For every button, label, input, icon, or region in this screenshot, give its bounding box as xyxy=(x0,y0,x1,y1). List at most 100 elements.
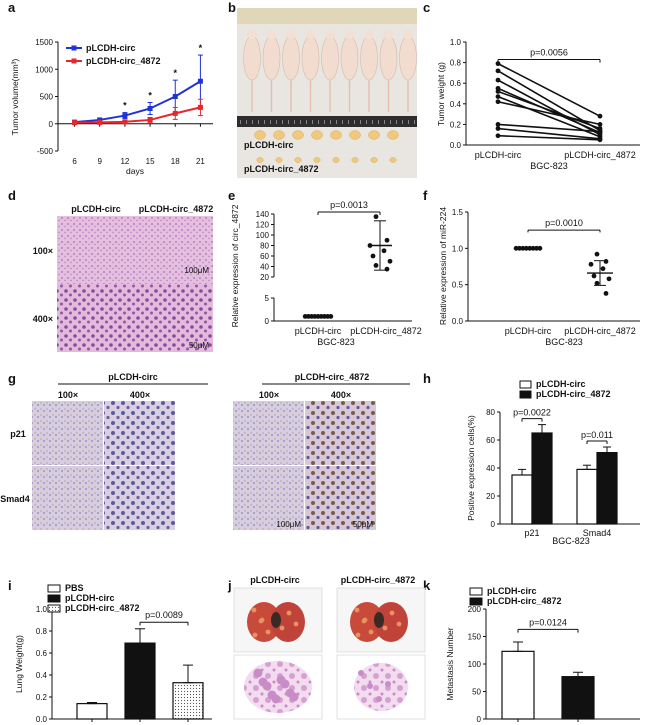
j-lung-tissue xyxy=(244,661,312,713)
j-metastasis-nodule xyxy=(293,621,299,627)
b-tumor-control xyxy=(368,130,380,140)
f-y-axis: 0.0 0.5 1.0 1.5 xyxy=(452,208,469,326)
g-ihc-image xyxy=(305,401,376,465)
panel-label-e: e xyxy=(228,188,235,203)
a-x-tick-label: 6 xyxy=(72,157,77,166)
b-top-ruler xyxy=(237,8,417,24)
g-magnification-label: 100× xyxy=(259,390,279,400)
c-point-control xyxy=(495,61,501,67)
g-group-label: pLCDH-circ_4872 xyxy=(295,372,370,382)
j-lung-tissue xyxy=(354,663,408,711)
b-mouse-body xyxy=(379,35,398,81)
a-point-1 xyxy=(97,119,103,125)
b-tumor-control xyxy=(349,130,361,140)
c-pair-line xyxy=(497,90,601,130)
k-legend-swatch xyxy=(469,597,483,606)
a-x-tick-label: 21 xyxy=(196,157,205,166)
c-y-label: Tumor weight (g) xyxy=(436,62,446,126)
j-metastasis-nodule xyxy=(389,610,395,616)
j-lung-lobe xyxy=(247,602,281,642)
a-x-tick-label: 12 xyxy=(120,157,129,166)
c-y-axis-tick-label: 0.0 xyxy=(450,141,462,150)
a-x-tick-label: 9 xyxy=(98,157,103,166)
i-legend-swatch xyxy=(47,604,61,613)
panel-label-i: i xyxy=(8,578,12,593)
j-tumor-focus xyxy=(258,677,268,687)
a-significance-star: * xyxy=(123,101,127,111)
j-tumor-focus xyxy=(358,670,364,676)
b-row-label-control: pLCDH-circ xyxy=(244,140,294,150)
a-legend-marker-1 xyxy=(71,58,77,64)
c-point-control xyxy=(495,89,501,94)
e-y-tick-label: 80 xyxy=(260,242,269,251)
b-mouse-head xyxy=(403,29,413,39)
c-y-axis-tick-label: 1.0 xyxy=(450,38,462,47)
j-metastasis-nodule xyxy=(396,621,402,627)
e-point-1 xyxy=(370,253,376,259)
e-y-tick-label: 140 xyxy=(256,210,270,219)
c-point-control xyxy=(495,77,501,83)
e-point-1 xyxy=(384,237,390,243)
e-y-tick-label: 40 xyxy=(260,263,269,272)
k-y-axis-tick-label: 150 xyxy=(468,633,482,642)
j-metastasis-nodule xyxy=(259,617,265,623)
f-point-1 xyxy=(588,261,594,267)
c-pair-line xyxy=(497,134,601,141)
panel-label-d: d xyxy=(8,188,16,203)
b-tumor-circ4872 xyxy=(275,157,283,163)
i-legend-swatch xyxy=(47,584,61,593)
h-pvalue: p=0.011 xyxy=(581,430,613,440)
e-group-label: BGC-823 xyxy=(317,337,355,347)
j-tumor-focus xyxy=(253,668,263,678)
j-tumor-focus xyxy=(367,683,373,689)
b-tumor-control xyxy=(311,130,323,140)
panel-label-a: a xyxy=(8,0,16,15)
a-legend-label-1: pLCDH-circ_4872 xyxy=(86,56,161,66)
b-tumor-control xyxy=(273,130,285,140)
i-legend-label: pLCDH-circ_4872 xyxy=(65,603,140,613)
d-row-label: 400× xyxy=(33,314,53,324)
a-point-0 xyxy=(122,113,128,119)
e-y-tick-label: 5 xyxy=(265,294,270,303)
e-point-0 xyxy=(328,314,334,319)
g-ihc-image xyxy=(32,466,103,530)
b-mouse-body xyxy=(360,35,378,81)
b-mouse-head xyxy=(364,29,374,39)
f-point-1 xyxy=(594,251,600,257)
k-y-axis: 0 50 100 150 200 xyxy=(468,605,487,724)
b-mouse-body xyxy=(399,35,417,81)
e-point-1 xyxy=(373,214,379,220)
g-ihc-image xyxy=(233,466,304,530)
g-ihc-image xyxy=(32,401,103,465)
e-point-1 xyxy=(381,248,387,254)
a-series-line-0 xyxy=(74,80,201,124)
k-pvalue: p=0.0124 xyxy=(529,617,567,627)
g-row-label: Smad4 xyxy=(0,494,30,504)
j-metastasis-nodule xyxy=(265,629,271,635)
j-metastasis-nodule xyxy=(286,610,292,616)
h-y-axis-tick-label: 0 xyxy=(491,520,496,529)
b-tumor-circ4872 xyxy=(256,157,264,163)
b-row-label-circ4872: pLCDH-circ_4872 xyxy=(244,164,319,174)
b-mouse-body xyxy=(301,35,320,81)
f-point-1 xyxy=(591,273,597,279)
b-mouse-head xyxy=(247,29,257,39)
k-y-axis-tick-label: 200 xyxy=(468,605,482,614)
k-y-axis-tick-label: 0 xyxy=(477,715,482,724)
f-y-axis-tick-label: 0.0 xyxy=(452,317,464,326)
h-y-axis-tick-label: 60 xyxy=(486,436,495,445)
i-bar-2 xyxy=(172,682,204,720)
a-legend-marker-0 xyxy=(71,45,77,51)
a-y-axis-tick-label: 500 xyxy=(40,93,54,102)
h-y-label: Positive expression cells(%) xyxy=(466,415,476,521)
c-point-circ4872 xyxy=(597,113,603,119)
a-y-axis-tick-label: 1000 xyxy=(35,65,53,74)
c-y-axis: 0.0 0.2 0.4 0.6 0.8 1.0 xyxy=(450,38,467,150)
a-point-0 xyxy=(147,105,153,111)
h-y-axis: 0 20 40 60 80 xyxy=(486,408,501,529)
g-magnification-label: 100× xyxy=(58,390,78,400)
e-pvalue: p=0.0013 xyxy=(330,200,368,210)
j-lung-hilum xyxy=(374,612,384,628)
